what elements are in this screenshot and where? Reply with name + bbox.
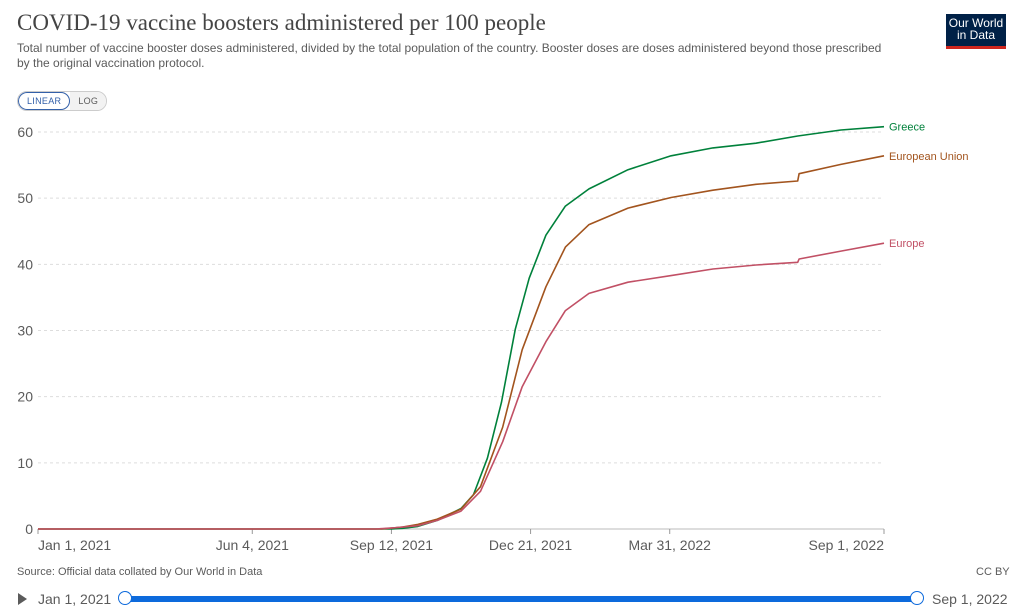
series-line (38, 155, 885, 530)
x-tick-label: Jun 4, 2021 (216, 537, 289, 553)
y-tick-label: 60 (17, 124, 33, 140)
series-labels: Greece European Union Europe (889, 122, 969, 250)
series-line (38, 125, 885, 530)
line-chart: 0 10 20 30 40 50 60 Jan 1, 2021 Jun 4, 2021 Sep … (17, 122, 969, 553)
y-tick-label: 30 (17, 323, 33, 339)
y-tick-label: 20 (17, 389, 33, 405)
series-label: European Union (889, 151, 969, 163)
grid-lines (38, 131, 884, 530)
x-tick-label: Mar 31, 2022 (628, 537, 711, 553)
logo-line-2: in Data (956, 28, 996, 42)
y-tick-label: 40 (17, 256, 33, 272)
play-icon[interactable] (18, 593, 27, 605)
x-tick-label: Jan 1, 2021 (38, 537, 111, 553)
license-link[interactable]: CC BY (976, 566, 1010, 578)
y-tick-label: 0 (25, 521, 33, 537)
x-tick-label: Sep 12, 2021 (350, 537, 434, 553)
linear-scale-button[interactable]: LINEAR (18, 92, 71, 110)
scale-toggle[interactable]: LINEAR LOG (17, 91, 108, 111)
source-note: Source: Official data collated by Our Wo… (17, 566, 263, 578)
series-lines (38, 125, 885, 530)
y-tick-label: 50 (17, 190, 33, 206)
timeline-start-handle[interactable] (118, 591, 132, 605)
y-axis: 0 10 20 30 40 50 60 (17, 124, 33, 537)
log-scale-button[interactable]: LOG (70, 92, 107, 110)
chart-subtitle: Total number of vaccine booster doses ad… (17, 41, 882, 70)
logo-line-1: Our World (948, 16, 1004, 30)
series-label: Greece (889, 122, 925, 134)
timeline-track[interactable] (125, 596, 917, 602)
series-label: Europe (889, 238, 924, 250)
timeline-start-label: Jan 1, 2021 (38, 591, 112, 607)
x-tick-label: Dec 21, 2021 (489, 537, 572, 553)
timeline: Jan 1, 2021 Sep 1, 2022 (0, 586, 1022, 614)
series-line (38, 242, 885, 530)
logo-accent-bar (946, 46, 1006, 49)
timeline-end-handle[interactable] (910, 591, 924, 605)
y-tick-label: 10 (17, 455, 33, 471)
x-tick-label: Sep 1, 2022 (808, 537, 884, 553)
chart-title: COVID-19 vaccine boosters administered p… (17, 10, 546, 35)
x-axis: Jan 1, 2021 Jun 4, 2021 Sep 12, 2021 Dec 21… (37, 529, 885, 553)
timeline-end-label: Sep 1, 2022 (932, 591, 1008, 607)
owid-logo[interactable]: Our World in Data (946, 14, 1006, 49)
